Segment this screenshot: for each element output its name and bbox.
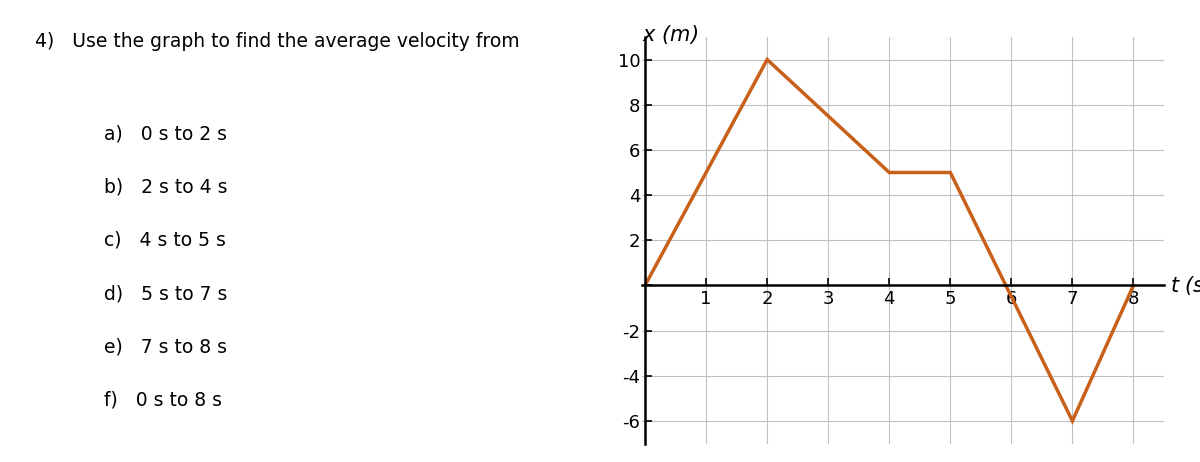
Text: $x$ (m): $x$ (m) [642, 23, 698, 46]
Text: $t$ (s): $t$ (s) [1170, 274, 1200, 297]
Text: e)   7 s to 8 s: e) 7 s to 8 s [103, 337, 227, 356]
Text: a)   0 s to 2 s: a) 0 s to 2 s [103, 125, 227, 144]
Text: d)   5 s to 7 s: d) 5 s to 7 s [103, 284, 227, 303]
Text: 4)   Use the graph to find the average velocity from: 4) Use the graph to find the average vel… [35, 32, 520, 51]
Text: f)   0 s to 8 s: f) 0 s to 8 s [103, 390, 222, 409]
Text: c)   4 s to 5 s: c) 4 s to 5 s [103, 231, 226, 250]
Text: b)   2 s to 4 s: b) 2 s to 4 s [103, 178, 227, 197]
